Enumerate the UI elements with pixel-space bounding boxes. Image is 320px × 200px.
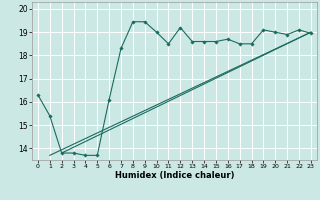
X-axis label: Humidex (Indice chaleur): Humidex (Indice chaleur)	[115, 171, 234, 180]
